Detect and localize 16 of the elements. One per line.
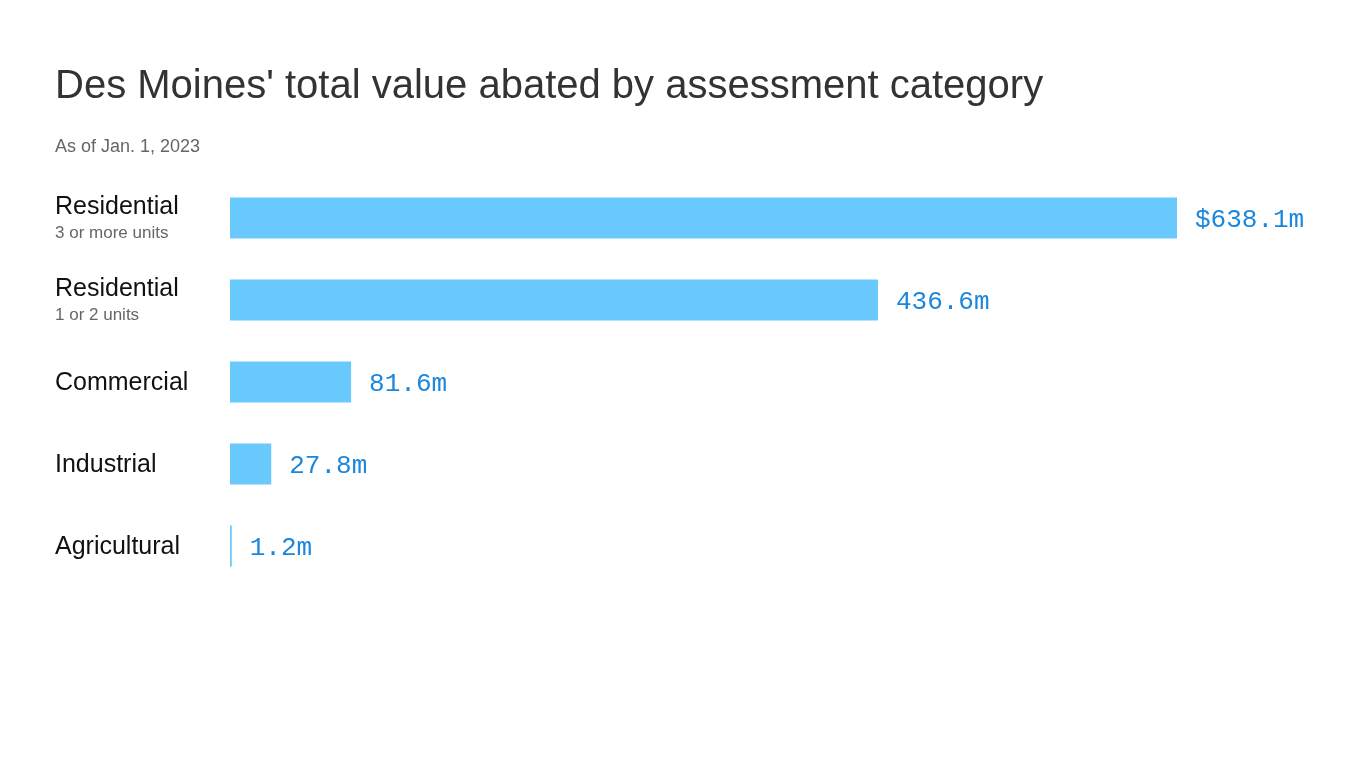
y-tick-label: Commercial <box>55 367 189 395</box>
chart-subtitle: As of Jan. 1, 2023 <box>54 135 202 158</box>
data-label: 27.8m <box>289 451 368 481</box>
bar <box>230 443 272 485</box>
y-tick-label: Residential 3 or more units <box>55 191 179 242</box>
chart-title: Des Moines' total value abated by assessment category <box>54 61 1045 108</box>
bar <box>230 279 878 321</box>
data-label: 81.6m <box>369 369 448 399</box>
bar <box>230 197 1177 239</box>
data-label: $638.1m <box>1195 205 1305 235</box>
bar <box>230 361 352 403</box>
y-tick-label: Residential 1 or 2 units <box>55 273 179 324</box>
y-tick-label: Agricultural <box>55 531 181 559</box>
y-tick-label: Industrial <box>55 449 157 477</box>
data-label: 436.6m <box>895 287 990 317</box>
data-label: 1.2m <box>249 533 313 563</box>
